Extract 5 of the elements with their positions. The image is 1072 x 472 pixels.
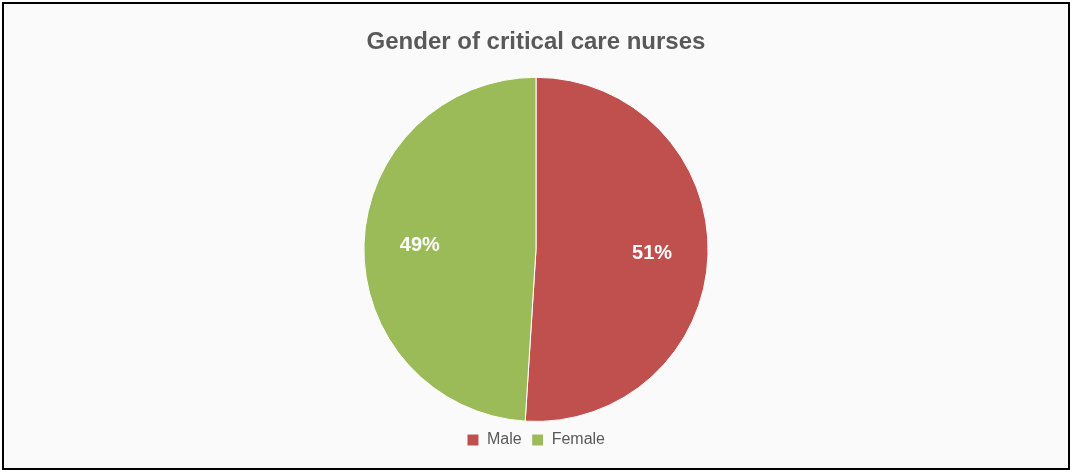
legend-label: Male [486,430,522,448]
chart-title: Gender of critical care nurses [366,27,706,55]
data-label: 49% [399,233,441,256]
legend-label: Female [551,430,606,448]
data-label: 51% [632,240,673,263]
